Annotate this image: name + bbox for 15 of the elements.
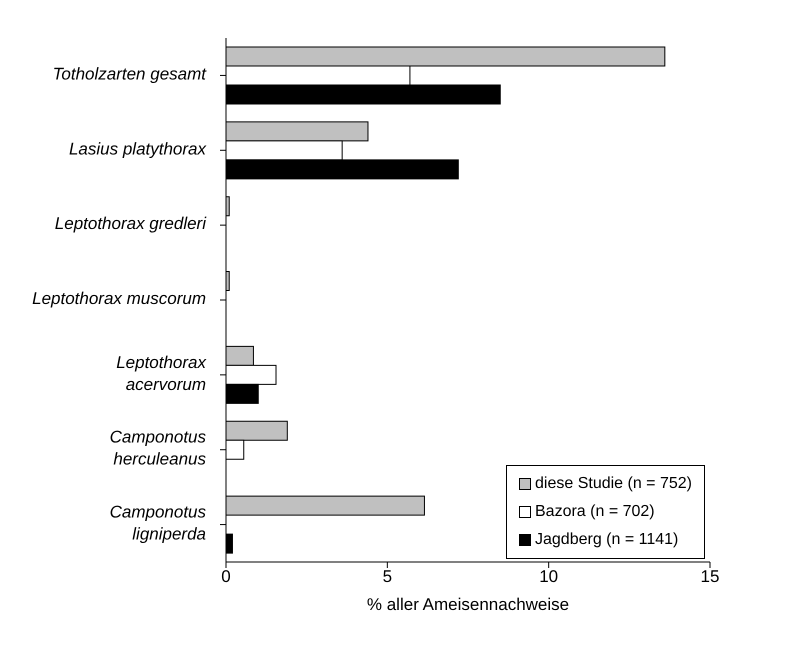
y-tick-label: Camponotus ligniperda <box>110 503 206 544</box>
legend-label: diese Studie (n = 752) <box>535 474 692 494</box>
legend-label: Jagdberg (n = 1141) <box>535 530 678 550</box>
x-tick-label: 0 <box>221 567 231 586</box>
y-tick-label: Camponotus herculeanus <box>110 428 206 470</box>
y-tick-label: Leptothorax muscorum <box>32 289 206 308</box>
y-tick-label: Leptothorax gredleri <box>54 214 208 234</box>
x-axis-title: % aller Ameisennachweise <box>366 595 570 614</box>
x-tick-label: 15 <box>700 567 720 586</box>
y-tick-label: Lasius platythorax <box>68 140 206 159</box>
x-tick-label: 5 <box>382 567 392 586</box>
y-tick-label: Totholzarten gesamt <box>52 64 208 84</box>
x-tick-label: 10 <box>539 567 558 586</box>
legend-label: Bazora (n = 702) <box>535 502 655 522</box>
y-tick-label: Leptothorax acervorum <box>116 353 206 394</box>
